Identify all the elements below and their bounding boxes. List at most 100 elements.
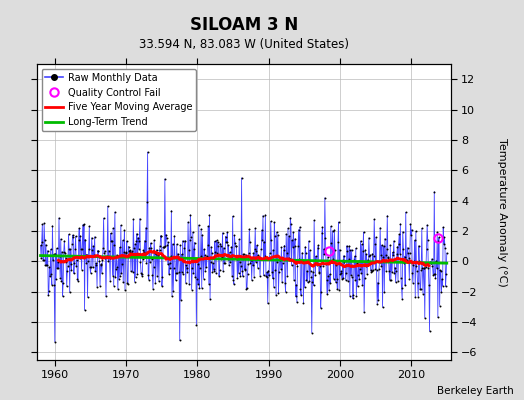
Point [190,239,199,246]
Point [420,265,428,272]
Point [405,255,413,261]
Point [318,230,326,236]
Point [215,273,223,279]
Point [76,232,84,239]
Point [329,228,337,234]
Point [176,242,184,248]
Point [197,226,205,232]
Point [438,276,446,282]
Point [358,282,366,288]
Point [424,265,432,272]
Point [314,242,322,248]
Point [164,239,172,246]
Point [137,270,145,276]
Point [237,263,245,269]
Point [283,272,291,279]
Point [304,259,312,265]
Point [302,250,310,256]
Point [207,244,215,250]
Point [152,251,160,257]
Point [154,252,162,258]
Point [411,294,419,300]
Point [362,251,370,257]
Point [83,294,92,300]
Point [44,292,52,298]
Point [111,209,119,215]
Point [372,234,380,240]
Point [53,265,61,271]
Point [301,244,309,250]
Point [336,271,344,278]
Point [247,257,255,263]
Point [344,278,352,284]
Point [402,256,410,263]
Point [81,236,90,243]
Point [179,271,188,278]
Point [236,273,245,280]
Point [184,247,193,253]
Point [330,227,339,233]
Point [258,227,266,233]
Point [390,270,399,276]
Point [78,266,86,273]
Point [337,270,346,276]
Point [105,254,114,261]
Point [347,246,356,253]
Point [174,250,182,257]
Point [404,249,412,256]
Point [384,255,392,262]
Point [356,266,364,273]
Legend: Raw Monthly Data, Quality Control Fail, Five Year Moving Average, Long-Term Tren: Raw Monthly Data, Quality Control Fail, … [41,69,196,131]
Point [299,300,308,306]
Point [243,285,251,292]
Point [293,299,301,305]
Point [253,242,261,249]
Point [114,252,123,259]
Point [159,244,167,250]
Point [219,230,227,236]
Point [242,252,250,258]
Point [400,254,409,260]
Point [180,245,189,251]
Point [134,234,143,241]
Point [50,282,58,288]
Point [138,271,146,277]
Point [91,268,100,274]
Point [271,232,279,239]
Point [272,292,280,298]
Point [342,277,350,283]
Point [340,259,348,266]
Point [225,262,233,269]
Point [264,267,272,274]
Point [381,235,389,242]
Point [284,225,292,232]
Point [208,250,216,256]
Point [313,245,322,251]
Point [370,216,378,222]
Point [118,237,127,244]
Point [142,260,150,266]
Point [60,238,69,244]
Point [232,243,240,250]
Point [74,278,82,284]
Point [223,239,231,246]
Point [316,305,325,311]
Point [399,228,407,235]
Point [252,259,260,265]
Point [344,256,353,262]
Point [395,231,403,238]
Point [212,270,220,276]
Point [359,248,367,254]
Point [39,257,48,264]
Point [291,293,300,300]
Point [58,248,66,255]
Point [303,279,312,286]
Point [416,286,424,292]
Point [346,247,355,254]
Point [202,263,211,270]
Point [108,238,116,244]
Point [296,286,304,292]
Point [410,258,418,265]
Point [354,272,362,278]
Point [200,246,209,252]
